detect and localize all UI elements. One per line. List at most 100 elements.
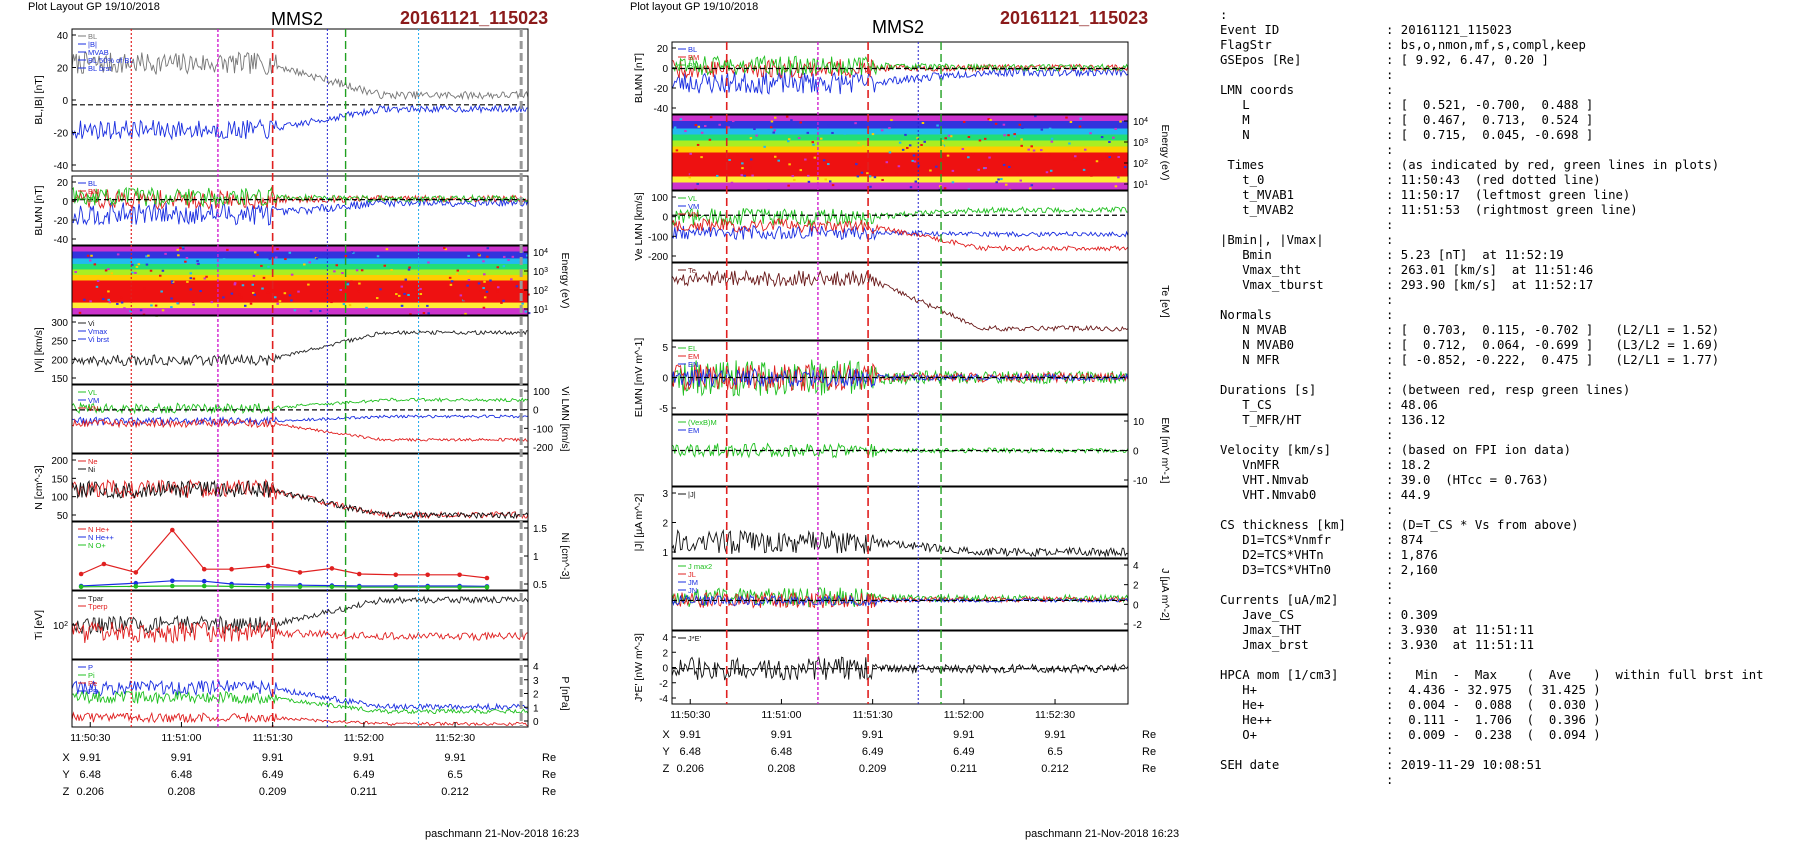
summary-value: : 263.01 [km/s] at 11:51:46 — [1386, 263, 1594, 277]
y-axis-label: P [nPa] — [559, 676, 571, 710]
spectrogram-speckle — [814, 172, 818, 175]
spectrogram-speckle — [267, 265, 270, 268]
spectrogram-speckle — [812, 143, 815, 146]
spectrogram-speckle — [755, 134, 758, 137]
spectrogram-speckle — [911, 159, 914, 162]
y-tick-label: 100 — [533, 387, 550, 398]
summary-value: : (based on FPI ion data) — [1386, 443, 1572, 457]
spectrogram-speckle — [843, 132, 847, 135]
legend-entry: VM — [688, 202, 699, 211]
coord-value: 6.5 — [447, 769, 462, 781]
spectrogram-speckle — [496, 266, 500, 269]
summary-value: : 44.9 — [1386, 488, 1431, 502]
spectrogram-speckle — [1105, 152, 1108, 155]
summary-line: t_0: 11:50:43 (red dotted line) — [1220, 173, 1800, 188]
y-tick-label: 101 — [1133, 180, 1148, 192]
spectrogram-speckle — [1013, 133, 1016, 136]
spectrogram-speckle — [135, 265, 139, 268]
spectrogram-speckle — [962, 121, 966, 124]
summary-line: Currents [uA/m2]: — [1220, 593, 1800, 608]
coord-row-label: Y — [662, 746, 670, 758]
spectrogram-speckle — [860, 171, 864, 174]
spectrogram-speckle — [426, 304, 429, 307]
legend-entry: EN — [688, 360, 698, 369]
spectrogram-speckle — [791, 175, 795, 178]
spectrogram-speckle — [187, 286, 190, 289]
spectrogram-speckle — [253, 251, 257, 254]
summary-line: D2=TCS*VHTn: 1,876 — [1220, 548, 1800, 563]
y-tick-base: 10 — [1133, 138, 1145, 149]
y-tick-label: 2 — [533, 690, 539, 701]
panel-jdote: 4 2 0 -2 -4 J*E' [nW m^-3] J*E' — [633, 630, 1129, 705]
data-point — [356, 584, 362, 590]
spectrogram-speckle — [695, 116, 698, 119]
spectrogram-speckle — [1040, 149, 1043, 152]
spectrogram-speckle — [507, 259, 510, 262]
spectrogram-speckle — [773, 155, 777, 158]
legend-entry: BL — [88, 179, 97, 188]
spectrogram-speckle — [881, 178, 884, 181]
panel-hpca-density: 1.5 1 0.5 Ni [cm^-3] N He+N He++N O+ — [71, 521, 571, 591]
summary-value: : 39.0 (HTcc = 0.763) — [1386, 473, 1549, 487]
summary-value: : — [1386, 143, 1394, 157]
spectrogram-speckle — [787, 140, 790, 143]
y-tick-exponent: 1 — [1144, 180, 1148, 187]
spectrogram-speckle — [977, 168, 980, 171]
series-line — [71, 620, 529, 644]
summary-value: : 11:50:43 (red dotted line) — [1386, 173, 1601, 187]
spectrogram-speckle — [741, 162, 744, 165]
summary-value: : 2,160 — [1386, 563, 1438, 577]
spectrogram-speckle — [967, 156, 970, 159]
data-point — [356, 571, 362, 577]
spectrogram-speckle — [696, 182, 699, 185]
data-point — [170, 527, 175, 533]
y-tick-label: 101 — [533, 305, 548, 317]
summary-key: N MFR — [1220, 353, 1280, 367]
spectrogram-speckle — [210, 301, 214, 304]
spectrogram-speckle — [1019, 179, 1022, 182]
spectrogram-speckle — [951, 169, 955, 172]
panel-vexb: 10 0 -10 EM [mV m^-1] (VexB)MEM — [671, 414, 1171, 487]
spectrogram-speckle — [1020, 144, 1023, 147]
y-tick-label: -100 — [533, 424, 553, 435]
y-tick-exponent: 4 — [544, 248, 548, 255]
data-point — [201, 583, 207, 589]
summary-value: : Min - Max ( Ave ) within full brst int — [1386, 668, 1764, 682]
y-axis-label: Energy (eV) — [1159, 124, 1171, 180]
spectrogram-speckle — [483, 296, 487, 299]
spectrogram-speckle — [827, 124, 831, 127]
spectrogram-speckle — [123, 307, 126, 310]
spectrogram-speckle — [961, 147, 965, 150]
spectrogram-speckle — [799, 121, 803, 124]
coord-value: 6.48 — [171, 769, 192, 781]
summary-value: : 48.06 — [1386, 398, 1438, 412]
spectrogram-speckle — [422, 312, 426, 315]
summary-value: : — [1386, 773, 1394, 787]
spectrogram-speckle — [736, 153, 739, 156]
spectrogram-speckle — [145, 263, 149, 266]
data-point — [484, 584, 490, 590]
spectrogram-speckle — [252, 274, 256, 277]
summary-key: Durations [s] — [1220, 383, 1317, 397]
spectrogram-speckle — [467, 278, 471, 281]
legend-entry: BL — [688, 45, 697, 54]
y-tick-label: 0 — [662, 664, 668, 675]
spectrogram-speckle — [181, 246, 185, 249]
y-tick-label: 0 — [533, 717, 539, 728]
y-tick-label: -40 — [54, 161, 69, 172]
spectrogram-band — [672, 115, 1128, 122]
spectrogram-speckle — [116, 302, 119, 305]
series-line — [71, 414, 529, 427]
coord-value: 9.91 — [444, 752, 465, 764]
y-tick-label: 0 — [1133, 600, 1139, 611]
spectrogram-speckle — [808, 160, 811, 163]
spectrogram-band — [672, 128, 1128, 135]
spectrogram-speckle — [916, 137, 919, 140]
y-tick-base: 10 — [533, 248, 545, 259]
spectrogram-speckle — [120, 296, 123, 299]
spectrogram-speckle — [697, 125, 701, 128]
spectrogram-speckle — [831, 131, 834, 134]
spectrogram-speckle — [390, 268, 393, 271]
data-point — [133, 570, 139, 575]
summary-value: : (between red, resp green lines) — [1386, 383, 1631, 397]
